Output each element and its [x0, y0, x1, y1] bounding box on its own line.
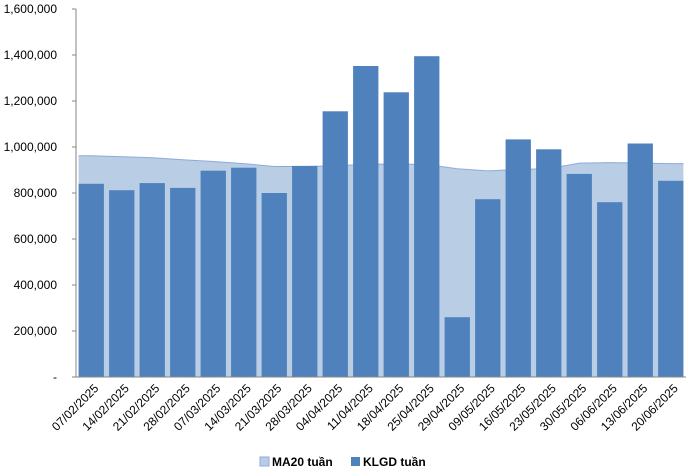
bar-28/03/2025 — [292, 165, 318, 377]
bar-20/06/2025 — [658, 180, 684, 377]
bar-18/04/2025 — [383, 92, 409, 378]
bar-07/02/2025 — [78, 183, 104, 377]
bar-13/06/2025 — [627, 143, 653, 377]
bar-06/06/2025 — [597, 202, 623, 377]
bar-16/05/2025 — [505, 139, 531, 377]
plot-area: 1,600,000 1,400,000 1,200,000 1,000,000 800,… — [4, 2, 686, 434]
bars — [78, 56, 684, 378]
bar-23/05/2025 — [536, 149, 562, 377]
y-tick-label: 200,000 — [14, 324, 58, 338]
y-tick-label: - — [53, 370, 57, 384]
y-tick-label: 1,000,000 — [4, 140, 58, 154]
bar-07/03/2025 — [200, 170, 226, 377]
ma20-line — [78, 155, 684, 172]
bar-28/02/2025 — [170, 187, 196, 377]
bar-09/05/2025 — [475, 199, 501, 377]
bar-11/04/2025 — [353, 66, 379, 377]
bar-14/03/2025 — [231, 167, 257, 377]
bar-14/02/2025 — [109, 190, 135, 377]
legend-label-ma20: MA20 tuần — [272, 455, 333, 469]
x-tick-labels: 07/02/202514/02/202521/02/202528/02/2025… — [49, 381, 681, 434]
y-tick-label: 400,000 — [14, 278, 58, 292]
y-tick-label: 1,400,000 — [4, 48, 58, 62]
bar-30/05/2025 — [566, 173, 592, 377]
ma20-area — [78, 155, 684, 377]
y-tick-label: 600,000 — [14, 232, 58, 246]
legend-swatch-ma20 — [259, 456, 270, 467]
legend-label-klgd: KLGD tuần — [363, 455, 426, 469]
y-tick-label: 800,000 — [14, 186, 58, 200]
y-tick-labels: 1,600,000 1,400,000 1,200,000 1,000,000 800,… — [4, 2, 76, 384]
bar-04/04/2025 — [322, 111, 348, 378]
y-tick-label: 1,200,000 — [4, 94, 58, 108]
bar-21/03/2025 — [261, 193, 287, 377]
y-tick-label: 1,600,000 — [4, 2, 58, 16]
legend: MA20 tuần KLGD tuần — [259, 455, 426, 469]
bar-25/04/2025 — [414, 56, 440, 377]
legend-swatch-klgd — [351, 457, 360, 466]
bar-29/04/2025 — [444, 317, 470, 377]
bar-21/02/2025 — [139, 183, 165, 377]
